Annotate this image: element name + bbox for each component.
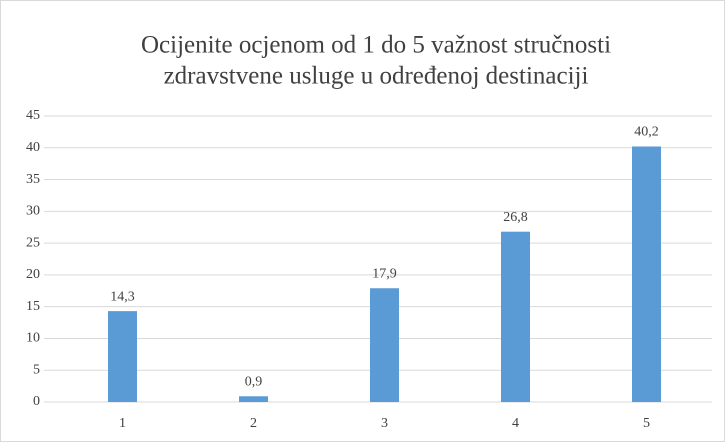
x-tick-label: 1 xyxy=(119,416,126,431)
x-tick-label: 5 xyxy=(643,416,650,431)
data-label: 26,8 xyxy=(503,210,528,225)
bar xyxy=(501,231,530,402)
x-tick-label: 4 xyxy=(512,416,519,431)
data-label: 40,2 xyxy=(634,125,659,140)
y-tick-label: 25 xyxy=(26,235,40,250)
data-label: 0,9 xyxy=(245,374,263,389)
x-tick-label: 2 xyxy=(250,416,257,431)
bar xyxy=(632,146,661,402)
y-tick-label: 0 xyxy=(33,394,40,409)
bar xyxy=(370,288,399,402)
y-tick-label: 15 xyxy=(26,299,40,314)
chart-title: zdravstvene usluge u određenoj destinaci… xyxy=(164,63,589,90)
x-tick-label: 3 xyxy=(381,416,388,431)
y-tick-label: 5 xyxy=(33,362,40,377)
y-tick-label: 35 xyxy=(26,172,40,187)
y-tick-label: 45 xyxy=(26,108,40,123)
bar xyxy=(108,311,137,402)
y-tick-label: 20 xyxy=(26,267,40,282)
data-label: 14,3 xyxy=(110,289,135,304)
y-tick-label: 30 xyxy=(26,204,40,219)
bar xyxy=(239,396,268,402)
y-tick-label: 10 xyxy=(26,331,40,346)
chart-title: Ocijenite ocjenom od 1 do 5 važnost stru… xyxy=(141,32,611,59)
y-tick-label: 40 xyxy=(26,140,40,155)
data-label: 17,9 xyxy=(372,266,397,281)
